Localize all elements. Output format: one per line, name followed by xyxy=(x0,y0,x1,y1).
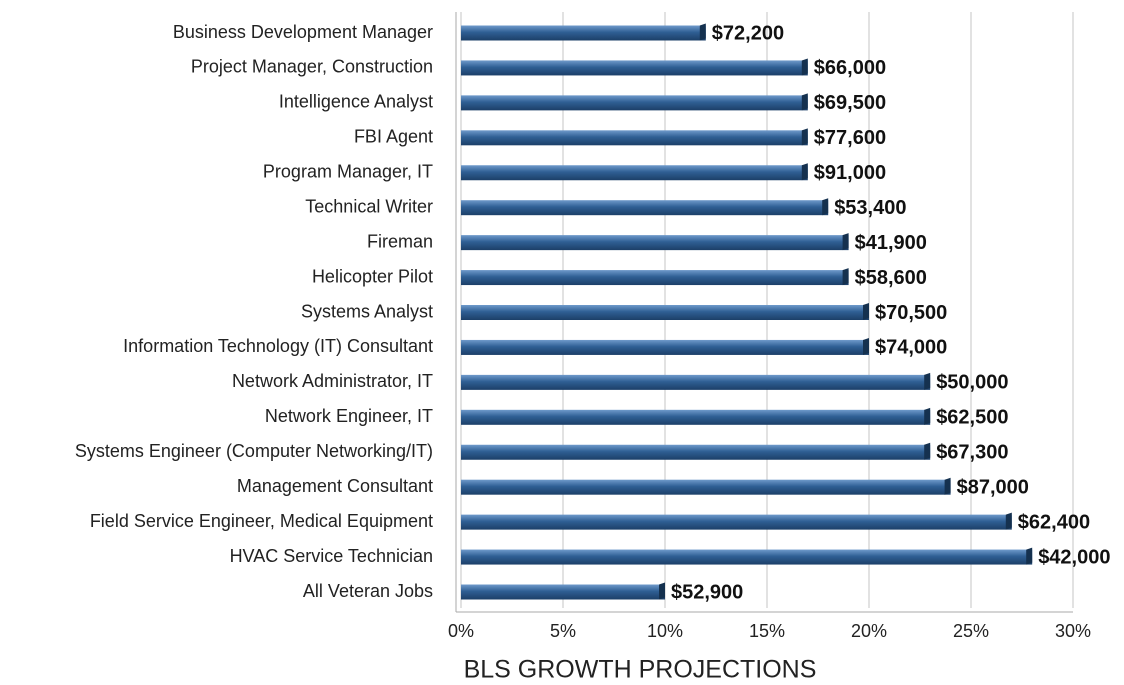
bar-label: $91,000 xyxy=(814,162,886,184)
y-tick-label: Field Service Engineer, Medical Equipmen… xyxy=(90,511,433,531)
y-tick-label: Management Consultant xyxy=(237,476,433,496)
bar-label: $66,000 xyxy=(814,57,886,79)
y-tick-label: Intelligence Analyst xyxy=(279,92,433,112)
x-tick-label: 15% xyxy=(749,621,785,641)
y-tick-label: Information Technology (IT) Consultant xyxy=(123,336,433,356)
y-tick-label: Helicopter Pilot xyxy=(312,266,433,286)
bar xyxy=(461,130,808,146)
bar xyxy=(461,235,849,251)
bar-cap xyxy=(924,442,931,460)
bar-cap xyxy=(801,58,808,76)
bar xyxy=(461,409,931,425)
y-tick-label: HVAC Service Technician xyxy=(230,546,433,566)
bar-cap xyxy=(1026,547,1033,565)
bar-cap xyxy=(944,477,951,495)
bar xyxy=(461,200,829,216)
x-axis-title: BLS GROWTH PROJECTIONS xyxy=(464,656,817,684)
bar-cap xyxy=(699,23,706,41)
bar xyxy=(461,270,849,286)
bar-label: $52,900 xyxy=(671,581,743,603)
x-tick-label: 5% xyxy=(550,621,576,641)
x-tick-label: 0% xyxy=(448,621,474,641)
bar-label: $62,500 xyxy=(936,407,1008,429)
y-tick-label: Network Administrator, IT xyxy=(232,371,433,391)
bar-cap xyxy=(801,163,808,181)
bar-cap xyxy=(659,582,665,600)
y-tick-label: Project Manager, Construction xyxy=(191,57,433,77)
bar-cap xyxy=(842,233,849,251)
bar-label: $69,500 xyxy=(814,92,886,114)
bar-cap xyxy=(801,128,808,146)
y-tick-label: Program Manager, IT xyxy=(263,162,433,182)
bar-cap xyxy=(863,337,869,355)
bar-label: $67,300 xyxy=(936,442,1008,464)
bar xyxy=(461,305,869,320)
bar xyxy=(461,444,931,460)
bar xyxy=(461,339,869,355)
y-tick-label: FBI Agent xyxy=(354,127,433,147)
y-tick-label: Fireman xyxy=(367,231,433,251)
bar-label: $70,500 xyxy=(875,302,947,324)
bar-cap xyxy=(822,198,829,216)
bar-cap xyxy=(801,93,808,111)
y-tick-label: Technical Writer xyxy=(305,196,433,216)
bar xyxy=(461,165,808,181)
x-tick-label: 30% xyxy=(1055,621,1091,641)
bar-cap xyxy=(924,407,931,425)
y-tick-label: Network Engineer, IT xyxy=(265,406,433,426)
bar-label: $58,600 xyxy=(855,267,927,289)
bar xyxy=(461,95,808,111)
bar xyxy=(461,584,665,600)
bar-label: $41,900 xyxy=(855,232,927,254)
x-tick-label: 20% xyxy=(851,621,887,641)
bar-cap xyxy=(863,303,869,320)
bar xyxy=(461,549,1033,565)
bar-cap xyxy=(924,372,931,390)
bar-cap xyxy=(1005,512,1012,530)
bar-cap xyxy=(842,268,849,286)
bar xyxy=(461,60,808,76)
bar-label: $77,600 xyxy=(814,127,886,149)
bar xyxy=(461,514,1012,530)
x-tick-label: 10% xyxy=(647,621,683,641)
bar xyxy=(461,479,951,495)
y-tick-label: All Veteran Jobs xyxy=(303,581,433,601)
bar-label: $62,400 xyxy=(1018,511,1090,533)
bar-label: $72,200 xyxy=(712,22,784,44)
bar xyxy=(461,25,706,41)
bar-label: $87,000 xyxy=(957,476,1029,498)
y-tick-label: Business Development Manager xyxy=(173,22,433,42)
x-tick-label: 25% xyxy=(953,621,989,641)
bar-label: $42,000 xyxy=(1038,546,1110,568)
bar-label: $74,000 xyxy=(875,337,947,359)
bar-label: $53,400 xyxy=(834,197,906,219)
y-tick-label: Systems Engineer (Computer Networking/IT… xyxy=(75,441,433,461)
y-tick-label: Systems Analyst xyxy=(301,301,433,321)
bar-label: $50,000 xyxy=(936,372,1008,394)
bar xyxy=(461,374,931,390)
